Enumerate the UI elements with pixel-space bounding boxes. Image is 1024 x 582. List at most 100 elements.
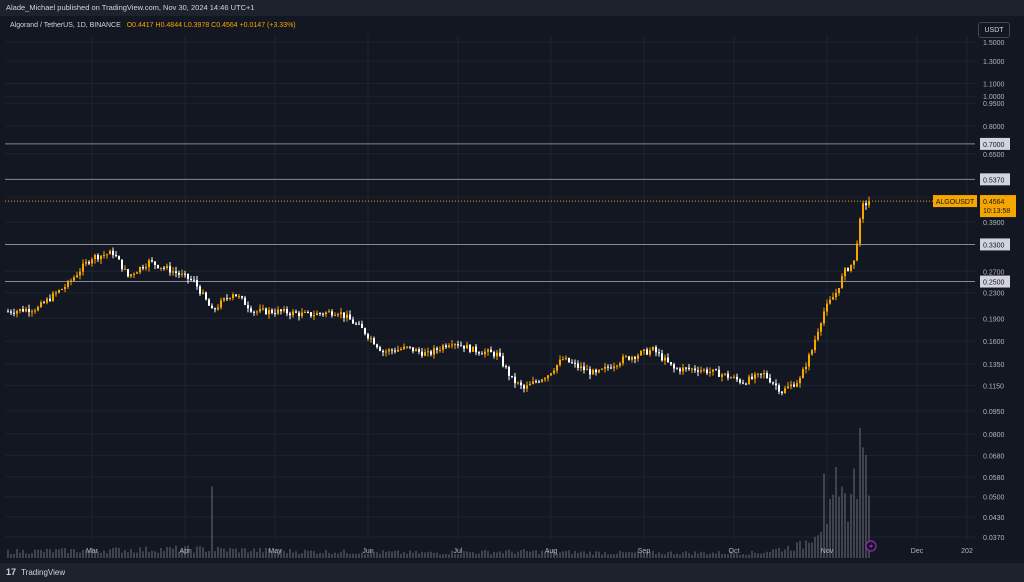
- candle: [622, 353, 624, 366]
- candle: [397, 345, 399, 353]
- volume-bar: [298, 553, 300, 558]
- volume-bar: [178, 551, 180, 558]
- volume-bar: [523, 549, 525, 558]
- candle: [637, 353, 639, 362]
- volume-bar: [826, 523, 828, 558]
- volume-bar: [328, 552, 330, 558]
- candle: [229, 297, 231, 301]
- volume-bar: [601, 554, 603, 558]
- volume-bar: [37, 549, 39, 558]
- candle: [322, 312, 324, 317]
- volume-bar: [499, 551, 501, 558]
- level-price-label: 0.2500: [983, 280, 1005, 287]
- volume-bar: [742, 554, 744, 558]
- candle: [811, 349, 813, 356]
- volume-bar: [598, 551, 600, 558]
- candle: [187, 273, 189, 284]
- volume-bar: [502, 553, 504, 558]
- candle: [160, 267, 162, 271]
- volume-bar: [391, 551, 393, 558]
- volume-bar: [97, 551, 99, 558]
- volume-bar: [19, 552, 21, 558]
- candle: [442, 343, 444, 353]
- volume-bar: [595, 551, 597, 558]
- candle: [388, 347, 390, 355]
- candle: [259, 304, 261, 314]
- volume-bar: [280, 549, 282, 558]
- candle: [499, 348, 501, 358]
- candle: [10, 309, 12, 316]
- volume-bar: [199, 546, 201, 558]
- y-tick-label: 1.0000: [983, 94, 1005, 101]
- lightning-glyph-icon: [869, 542, 873, 551]
- volume-bar: [850, 493, 852, 558]
- candle: [13, 308, 15, 317]
- volume-bar: [811, 542, 813, 558]
- volume-bar: [427, 551, 429, 558]
- volume-bar: [226, 551, 228, 558]
- volume-bar: [757, 553, 759, 558]
- volume-bar: [256, 551, 258, 558]
- volume-bar: [559, 552, 561, 558]
- candle: [631, 355, 633, 363]
- volume-bar: [448, 554, 450, 558]
- candle: [28, 304, 30, 317]
- volume-bar: [301, 553, 303, 558]
- candle: [526, 381, 528, 393]
- volume-bar: [253, 548, 255, 558]
- volume-bar: [118, 547, 120, 558]
- chart-area[interactable]: 1.5000 1.3000 1.1000 1.0000 0.9500 0.8000 0.65…: [0, 16, 1024, 563]
- volume-bar: [487, 551, 489, 558]
- candle: [421, 348, 423, 358]
- last-price-label: 0.4564: [983, 199, 1005, 206]
- candle: [163, 265, 165, 271]
- candle: [544, 376, 546, 382]
- candle: [859, 217, 861, 247]
- candle: [184, 270, 186, 278]
- volume-bar: [202, 547, 204, 558]
- volume-bar: [409, 550, 411, 558]
- volume-bar: [715, 553, 717, 558]
- volume-bar: [520, 550, 522, 558]
- y-tick-label: 0.0580: [983, 475, 1005, 482]
- candle: [181, 269, 183, 278]
- volume-bar: [127, 552, 129, 558]
- candle: [199, 284, 201, 297]
- volume-bar: [292, 552, 294, 558]
- volume-bar: [862, 447, 864, 558]
- level-price-label: 0.5370: [983, 177, 1005, 184]
- candle: [301, 308, 303, 319]
- volume-bar: [670, 551, 672, 558]
- candle: [22, 305, 24, 313]
- volume-bar: [52, 552, 54, 558]
- candle: [685, 366, 687, 372]
- volume-bar: [496, 552, 498, 558]
- volume-bar: [571, 554, 573, 558]
- volume-bar: [676, 553, 678, 558]
- volume-bar: [190, 549, 192, 558]
- volume-bar: [709, 553, 711, 558]
- candle: [658, 348, 660, 357]
- candle: [127, 268, 129, 278]
- volume-bar: [274, 550, 276, 558]
- volume-bar: [238, 552, 240, 558]
- candle: [232, 292, 234, 301]
- candle: [31, 309, 33, 317]
- candle: [352, 316, 354, 324]
- candle: [793, 381, 795, 388]
- volume-bar: [112, 547, 114, 558]
- candle: [484, 348, 486, 358]
- candle: [706, 367, 708, 376]
- candle: [649, 347, 651, 357]
- volume-bar: [214, 551, 216, 558]
- currency-button[interactable]: USDT: [978, 22, 1010, 38]
- x-tick-label: Nov: [821, 548, 834, 555]
- candle: [295, 309, 297, 314]
- volume-bar: [640, 552, 642, 558]
- volume-bar: [694, 551, 696, 558]
- candle: [523, 383, 525, 393]
- candle: [676, 367, 678, 370]
- volume-bar: [835, 467, 837, 558]
- volume-bar: [109, 549, 111, 558]
